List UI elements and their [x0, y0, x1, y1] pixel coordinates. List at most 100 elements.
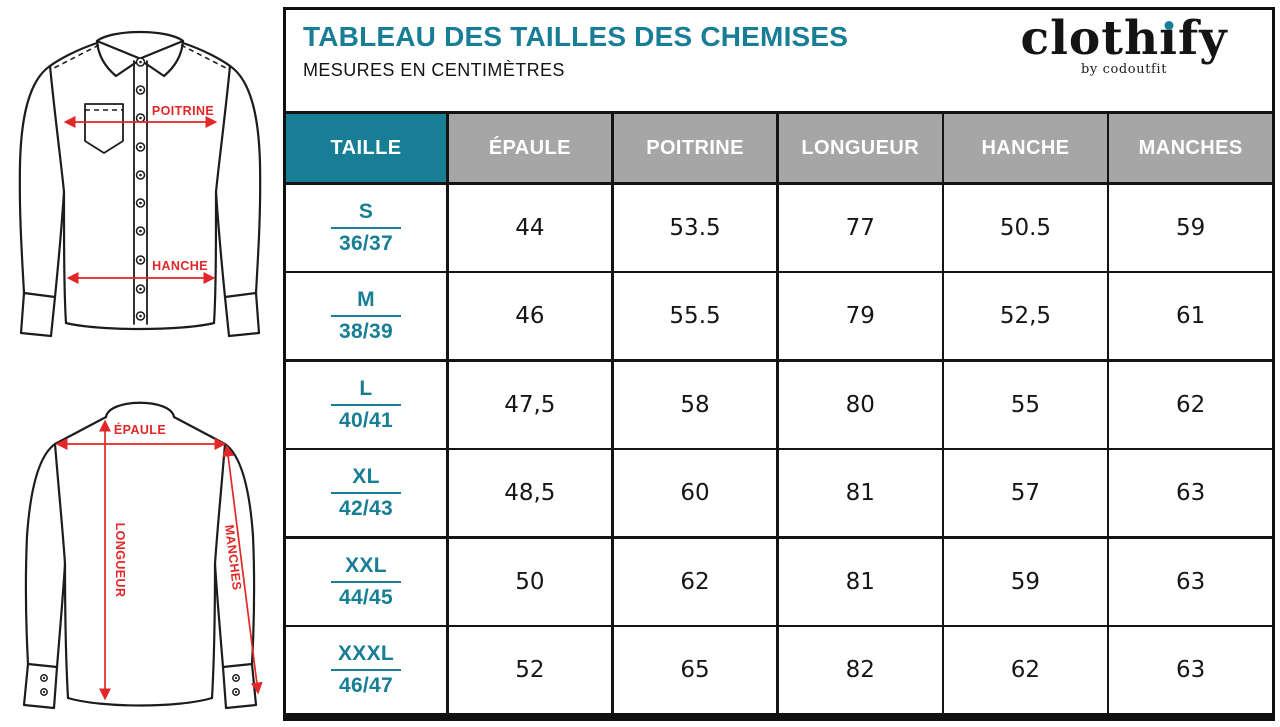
table-cell: 48,5: [448, 450, 612, 536]
table-cell: 50.5: [944, 184, 1107, 271]
size-euro-label: 36/37: [338, 231, 394, 255]
table-cell: 52,5: [944, 273, 1107, 359]
table-cell: 50: [448, 538, 612, 625]
size-label: XL: [352, 465, 380, 488]
size-cell-xl: XL 42/43: [286, 450, 446, 536]
front-right-body: [212, 64, 232, 325]
table-cell: 80: [778, 361, 942, 448]
table-cell: 55.5: [613, 273, 777, 359]
size-divider: [331, 492, 401, 494]
table-cell: 46: [448, 273, 612, 359]
page-subtitle: MESURES EN CENTIMÈTRES: [303, 60, 565, 80]
brand-logo-wordmark: clothı fy: [1020, 11, 1228, 66]
size-label: XXXL: [337, 642, 395, 665]
table-cell: 81: [778, 450, 942, 536]
column-header-hanche: HANCHE: [944, 114, 1107, 182]
back-left-inner-sleeve: [55, 562, 67, 669]
back-right-inner-sleeve: [213, 562, 225, 669]
size-table: TAILLE ÉPAULE POITRINE LONGUEUR HANCHE M…: [286, 111, 1272, 713]
size-chart-panel: TABLEAU DES TAILLES DES CHEMISES MESURES…: [283, 7, 1275, 721]
table-cell: 60: [613, 450, 777, 536]
column-header-taille: TAILLE: [286, 114, 446, 182]
table-cell: 81: [778, 538, 942, 625]
length-measure-label: LONGUEUR: [113, 523, 127, 598]
back-right-shoulder: [172, 415, 227, 446]
back-right-cuff: [221, 662, 258, 710]
brand-logo-tagline: by codoutfit: [1080, 61, 1168, 77]
table-cell: 61: [1109, 273, 1272, 359]
table-cell: 82: [778, 627, 942, 713]
front-left-inner-sleeve: [53, 190, 66, 299]
size-divider: [331, 669, 401, 671]
table-cell: 58: [613, 361, 777, 448]
size-cell-xxl: XXL 44/45: [286, 538, 446, 625]
front-left-sleeve: [18, 41, 99, 295]
front-left-cuff: [19, 291, 57, 338]
column-header-longueur: LONGUEUR: [778, 114, 942, 182]
front-buttons: [135, 57, 146, 321]
page-title: TABLEAU DES TAILLES DES CHEMISES: [303, 21, 849, 52]
front-left-shoulder-seam: [53, 44, 100, 69]
size-cell-s: S 36/37: [286, 184, 446, 271]
back-left-cuff: [22, 662, 59, 710]
table-cell: 44: [448, 184, 612, 271]
shirt-back-diagram: ÉPAULE LONGUEUR MANCHES: [22, 401, 263, 710]
table-cell: 53.5: [613, 184, 777, 271]
back-hem: [66, 696, 214, 707]
column-header-poitrine: POITRINE: [613, 114, 777, 182]
logo-i-dot: [1164, 21, 1174, 30]
shoulder-measure-label: ÉPAULE: [114, 422, 166, 437]
size-divider: [331, 580, 401, 583]
size-label: L: [359, 376, 373, 400]
size-cell-xxxl: XXXL 46/47: [286, 627, 446, 713]
table-cell: 63: [1109, 450, 1272, 536]
back-right-body: [210, 442, 227, 700]
back-left-shoulder: [53, 415, 108, 446]
table-cell: 63: [1109, 627, 1272, 713]
front-right-cuff: [223, 291, 261, 338]
front-pocket: [84, 103, 124, 154]
size-euro-label: 44/45: [338, 585, 394, 609]
back-collar: [104, 401, 176, 419]
size-euro-label: 42/43: [338, 497, 394, 520]
sleeve-measure-label: MANCHES: [222, 524, 244, 591]
chest-measure-label: POITRINE: [152, 104, 214, 118]
table-cell: 52: [448, 627, 612, 713]
size-euro-label: 38/39: [338, 320, 394, 343]
front-hem: [64, 321, 216, 331]
front-collar-top: [95, 30, 185, 43]
size-cell-l: L 40/41: [286, 361, 446, 448]
table-cell: 65: [613, 627, 777, 713]
front-right-shoulder-seam: [180, 44, 227, 69]
size-cell-m: M 38/39: [286, 273, 446, 359]
table-cell: 63: [1109, 538, 1272, 625]
front-left-body: [48, 64, 68, 325]
table-cell: 62: [613, 538, 777, 625]
front-right-inner-sleeve: [214, 190, 227, 299]
table-cell: 59: [944, 538, 1107, 625]
column-header-epaule: ÉPAULE: [448, 114, 612, 182]
table-cell: 47,5: [448, 361, 612, 448]
table-cell: 77: [778, 184, 942, 271]
table-cell: 55: [944, 361, 1107, 448]
front-collar-right: [137, 39, 185, 78]
size-label: S: [358, 199, 374, 223]
sleeve-measure-arrow: [222, 444, 263, 695]
table-cell: 62: [944, 627, 1107, 713]
back-left-body: [53, 442, 70, 700]
front-right-sleeve: [181, 41, 262, 295]
hip-measure-label: HANCHE: [152, 259, 208, 273]
back-left-sleeve: [24, 442, 57, 666]
size-divider: [331, 226, 401, 229]
size-divider: [331, 315, 401, 317]
size-divider: [331, 403, 401, 406]
table-cell: 79: [778, 273, 942, 359]
size-euro-label: 46/47: [338, 674, 394, 697]
size-euro-label: 40/41: [338, 408, 394, 432]
table-cell: 59: [1109, 184, 1272, 271]
shirt-front-diagram: POITRINE HANCHE: [18, 30, 262, 338]
table-cell: 62: [1109, 361, 1272, 448]
size-label: XXL: [345, 553, 387, 577]
table-cell: 57: [944, 450, 1107, 536]
